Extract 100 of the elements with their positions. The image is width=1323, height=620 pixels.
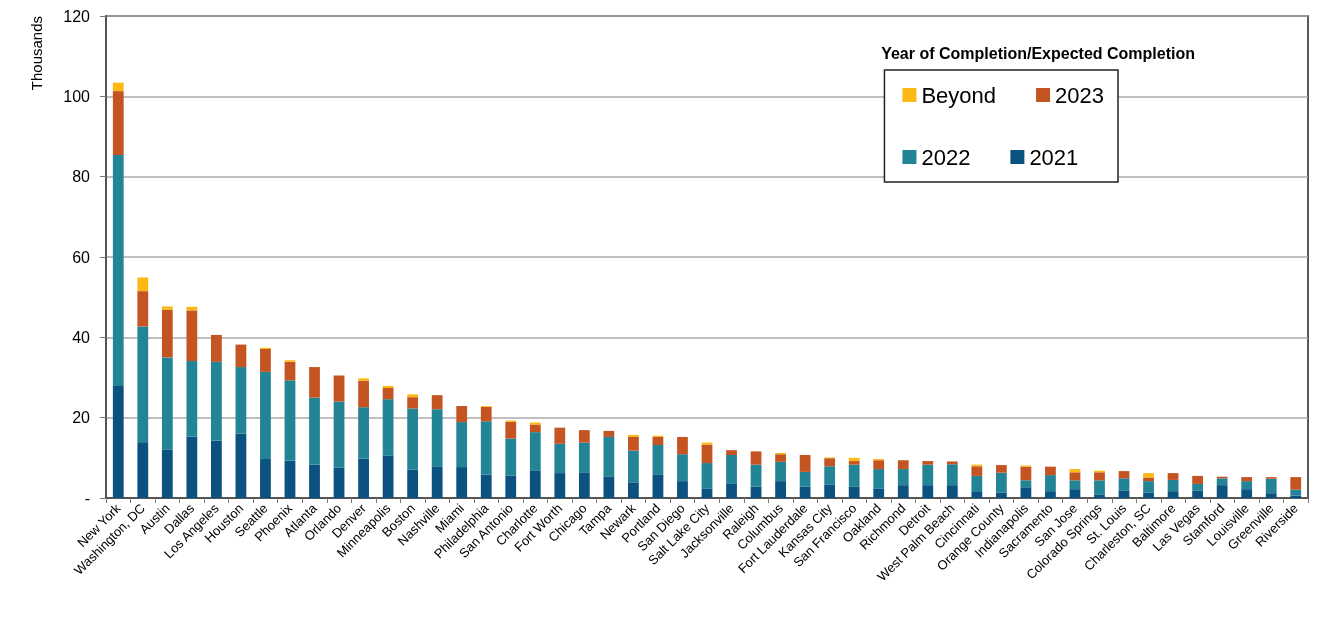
legend-label: 2022 [921, 144, 971, 170]
bar [407, 397, 419, 409]
bar [701, 463, 713, 489]
bar [529, 470, 541, 498]
bar [628, 436, 639, 451]
bar [1143, 473, 1154, 478]
bar [946, 464, 958, 486]
bar [284, 361, 296, 381]
legend-label: Beyond [921, 82, 997, 108]
bar [186, 361, 198, 437]
bar [677, 454, 688, 482]
bar [873, 488, 885, 498]
bar [1167, 479, 1179, 492]
bar [848, 486, 860, 498]
bar [1069, 489, 1081, 498]
bar [1045, 466, 1056, 476]
bar [284, 380, 296, 461]
bar [1241, 489, 1253, 498]
bar [1167, 491, 1179, 498]
bar [137, 326, 149, 443]
bar [431, 466, 443, 498]
bar [309, 397, 320, 465]
bar [210, 334, 222, 362]
bar [873, 460, 885, 470]
bar [1118, 490, 1130, 498]
bar [799, 486, 811, 498]
bar [456, 406, 468, 423]
bar [726, 483, 737, 498]
bar [652, 436, 664, 445]
bar [161, 357, 173, 450]
bar [309, 367, 320, 398]
bar [922, 464, 934, 486]
bar [1094, 472, 1105, 481]
bar [922, 461, 934, 465]
bar [186, 436, 198, 498]
bar [112, 82, 124, 92]
bar [1216, 485, 1228, 498]
bar [358, 407, 369, 459]
bar [824, 484, 836, 498]
bar [505, 475, 517, 498]
bar [799, 471, 811, 487]
bar [897, 485, 909, 498]
bar [529, 424, 541, 433]
bar [260, 348, 271, 372]
bar [1290, 489, 1302, 496]
bar [701, 442, 713, 445]
bar [1069, 472, 1081, 481]
bar [897, 460, 909, 470]
y-tick-label: 40 [72, 328, 91, 346]
bar [161, 309, 173, 358]
bar [578, 442, 590, 473]
bar [505, 421, 517, 439]
bar [235, 367, 247, 434]
bar [628, 482, 639, 498]
bar [137, 277, 149, 292]
bar [1167, 473, 1179, 480]
bar [971, 491, 983, 498]
bar [431, 395, 443, 410]
bar [333, 375, 345, 402]
bar [603, 430, 615, 437]
bar [701, 488, 713, 498]
bar [677, 436, 688, 455]
bar [1241, 477, 1253, 482]
bar [529, 422, 541, 425]
bar [1118, 471, 1130, 479]
bar [382, 399, 394, 456]
bar [407, 408, 419, 470]
bar [578, 430, 590, 443]
y-tick-label: 60 [72, 248, 91, 266]
bar [995, 492, 1007, 498]
bar [235, 433, 247, 498]
bar [824, 458, 836, 467]
bar [407, 394, 419, 398]
bar [1143, 481, 1154, 493]
bar [750, 464, 762, 487]
bar [1290, 477, 1302, 490]
y-tick-label: 100 [63, 87, 91, 105]
bar [382, 455, 394, 498]
bar [995, 472, 1007, 493]
bar [971, 466, 983, 476]
bar [529, 432, 541, 471]
bar [995, 465, 1007, 473]
bar [1045, 475, 1056, 492]
bar [1192, 483, 1204, 491]
bar [137, 291, 149, 327]
bar [260, 459, 271, 498]
bar [1118, 478, 1130, 491]
bar [848, 464, 860, 487]
bar [701, 444, 713, 464]
bar [652, 474, 664, 498]
bar [1241, 481, 1253, 490]
bar [382, 385, 394, 388]
y-tick-label: 80 [72, 168, 91, 186]
bar [946, 485, 958, 498]
bar [946, 461, 958, 465]
bar [677, 481, 688, 498]
bar [1216, 478, 1228, 486]
bar [1094, 480, 1105, 495]
legend-label: 2021 [1029, 144, 1079, 170]
bar [750, 451, 762, 465]
